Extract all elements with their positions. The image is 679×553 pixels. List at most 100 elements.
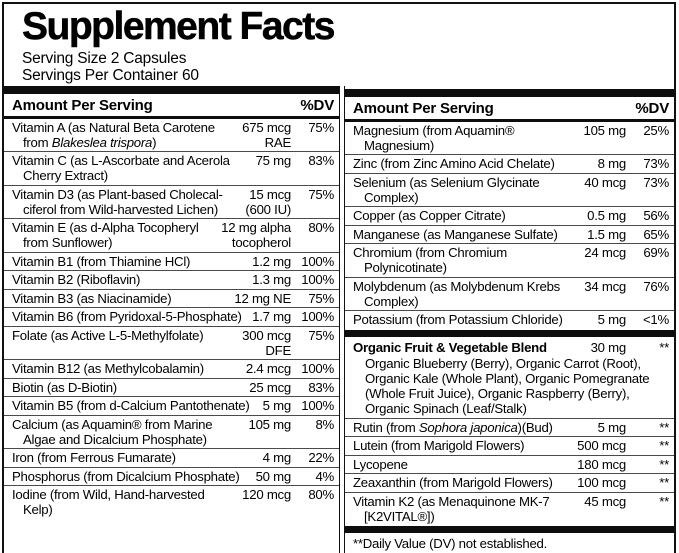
blend-amount: 30 mg [590, 339, 627, 355]
nutrient-row-vitamin-b3: Vitamin B3 (as Niacinamide) 12 mg NE 75% [4, 290, 339, 309]
nutrient-row-vitamin-b1: Vitamin B1 (from Thiamine HCl) 1.2 mg 10… [4, 253, 339, 272]
nutrient-amount: 1.3 mg [252, 272, 291, 288]
nutrient-row-vitamin-b6: Vitamin B6 (from Pyridoxal-5-Phosphate) … [4, 308, 339, 327]
nutrient-name: Vitamin C (as L-Ascorbate and Acerola Ch… [12, 153, 230, 184]
nutrient-name: Manganese (as Manganese Sulfate) [353, 226, 558, 242]
nutrient-amount: 5 mg [262, 398, 292, 414]
nutrient-dv: 100% [301, 309, 334, 325]
nutrient-row-rutin: Rutin (from Sophora japonica)(Bud) 5 mg … [345, 419, 674, 438]
nutrient-dv: 8% [315, 416, 334, 432]
amount-per-serving-label: Amount Per Serving [353, 99, 494, 117]
nutrient-dv: 100% [301, 272, 334, 288]
nutrient-row-vitamin-b5: Vitamin B5 (from d-Calcium Pantothenate)… [4, 397, 339, 416]
nutrient-name: Chromium (from Chromium Polynicotinate) [353, 245, 507, 276]
nutrient-name: Vitamin A (as Natural Beta Carotene from… [12, 119, 215, 150]
columns: Amount Per Serving %DV Vitamin A (as Nat… [4, 85, 674, 553]
nutrient-row-vitamin-b12: Vitamin B12 (as Methylcobalamin) 2.4 mcg… [4, 360, 339, 379]
nutrient-name: Vitamin B2 (Riboflavin) [12, 272, 141, 288]
nutrient-name: Biotin (as D-Biotin) [12, 379, 117, 395]
nutrient-amount: 180 mcg [577, 456, 626, 472]
nutrient-row-vitamin-d3: Vitamin D3 (as Plant-based Cholecal-cife… [4, 186, 339, 220]
panel-title: Supplement Facts [22, 5, 336, 48]
nutrient-row-copper: Copper (as Copper Citrate) 0.5 mg 56% [345, 207, 674, 226]
nutrient-amount: 2.4 mcg [245, 361, 291, 377]
nutrient-name: Molybdenum (as Molybdenum Krebs Complex) [353, 278, 561, 309]
nutrient-row-vitamin-b2: Vitamin B2 (Riboflavin) 1.3 mg 100% [4, 271, 339, 290]
nutrient-amount: 1.2 mg [252, 253, 291, 269]
nutrient-row-potassium: Potassium (from Potassium Chloride) 5 mg… [345, 311, 674, 329]
nutrient-name: Potassium (from Potassium Chloride) [353, 312, 563, 328]
nutrient-dv: 4% [315, 468, 334, 484]
nutrient-row-molybdenum: Molybdenum (as Molybdenum Krebs Complex)… [345, 278, 674, 312]
nutrient-dv: 83% [308, 379, 334, 395]
nutrient-amount: 12 mg alpha tocopherol [221, 220, 291, 251]
dv-label: %DV [635, 99, 669, 117]
section-divider-bar [345, 88, 674, 97]
nutrient-name: Copper (as Copper Citrate) [353, 208, 506, 224]
nutrient-name: Iodine (from Wild, Hand-harvested Kelp) [12, 487, 205, 518]
nutrient-amount: 34 mcg [584, 278, 626, 294]
nutrient-row-magnesium: Magnesium (from Aquamin® Magnesium) 105 … [345, 122, 674, 156]
nutrient-dv: ** [659, 456, 669, 472]
nutrient-name: Iron (from Ferrous Fumarate) [12, 450, 176, 466]
blend-row: Organic Fruit & Vegetable Blend 30 mg ** [345, 337, 674, 355]
nutrient-amount: 100 mcg [577, 475, 626, 491]
nutrient-dv: 100% [301, 398, 334, 414]
nutrient-row-calcium: Calcium (as Aquamin® from Marine Algae a… [4, 416, 339, 450]
nutrient-name: Vitamin B1 (from Thiamine HCl) [12, 253, 191, 269]
nutrient-dv: 73% [643, 174, 669, 190]
nutrient-amount: 8 mg [597, 156, 627, 172]
nutrient-dv: 100% [301, 253, 334, 269]
nutrient-name: Vitamin K2 (as Menaquinone MK-7 [K2VITAL… [353, 493, 550, 524]
nutrient-dv: 100% [301, 361, 334, 377]
nutrient-amount: 4 mg [262, 450, 292, 466]
nutrient-dv: ** [659, 438, 669, 454]
nutrient-amount: 120 mcg [242, 487, 291, 503]
dv-footnote: **Daily Value (DV) not established. [353, 536, 548, 552]
nutrient-row-folate: Folate (as Active L-5-Methylfolate) 300 … [4, 327, 339, 361]
nutrient-name: Selenium (as Selenium Glycinate Complex) [353, 174, 540, 205]
nutrient-dv: 80% [308, 220, 334, 236]
nutrient-dv: 22% [308, 450, 334, 466]
nutrient-name: Vitamin E (as d-Alpha Tocopheryl from Su… [12, 220, 199, 251]
nutrient-amount: 50 mg [255, 468, 292, 484]
nutrient-amount: 0.5 mg [587, 208, 626, 224]
nutrient-dv: 73% [643, 156, 669, 172]
nutrient-dv: ** [659, 493, 669, 509]
nutrient-name: Vitamin B5 (from d-Calcium Pantothenate) [12, 398, 250, 414]
nutrient-dv: ** [659, 475, 669, 491]
nutrient-row-lycopene: Lycopene 180 mcg ** [345, 456, 674, 475]
nutrient-row-iron: Iron (from Ferrous Fumarate) 4 mg 22% [4, 449, 339, 468]
nutrient-dv: 25% [643, 122, 669, 138]
nutrient-dv: ** [659, 419, 669, 435]
section-divider-bar [4, 85, 339, 94]
nutrient-row-selenium: Selenium (as Selenium Glycinate Complex)… [345, 174, 674, 208]
nutrient-amount: 75 mg [255, 153, 292, 169]
nutrient-name: Lutein (from Marigold Flowers) [353, 438, 525, 454]
nutrient-name: Zinc (from Zinc Amino Acid Chelate) [353, 156, 555, 172]
nutrient-amount: 105 mg [583, 122, 627, 138]
amount-per-serving-label: Amount Per Serving [12, 96, 153, 114]
nutrient-dv: 75% [308, 290, 334, 306]
blend-dv: ** [659, 339, 669, 355]
left-table-header: Amount Per Serving %DV [4, 94, 339, 119]
nutrient-name: Vitamin B3 (as Niacinamide) [12, 290, 172, 306]
nutrient-row-zeaxanthin: Zeaxanthin (from Marigold Flowers) 100 m… [345, 474, 674, 493]
nutrient-row-biotin: Biotin (as D-Biotin) 25 mcg 83% [4, 379, 339, 398]
nutrient-name: Rutin (from Sophora japonica)(Bud) [353, 419, 553, 435]
nutrient-name: Lycopene [353, 456, 408, 472]
nutrient-dv: <1% [642, 312, 669, 328]
nutrient-dv: 69% [643, 245, 669, 261]
nutrient-dv: 56% [643, 208, 669, 224]
right-table: Amount Per Serving %DV Magnesium (from A… [344, 85, 674, 553]
nutrient-dv: 65% [643, 226, 669, 242]
nutrient-name: Vitamin D3 (as Plant-based Cholecal-cife… [12, 186, 223, 217]
nutrient-row-vitamin-k2: Vitamin K2 (as Menaquinone MK-7 [K2VITAL… [345, 493, 674, 526]
section-divider-bar [345, 526, 674, 534]
nutrient-name: Calcium (as Aquamin® from Marine Algae a… [12, 416, 213, 447]
nutrient-amount: 675 mcg RAE [242, 119, 291, 150]
nutrient-row-manganese: Manganese (as Manganese Sulfate) 1.5 mg … [345, 226, 674, 245]
servings-per-container: Servings Per Container 60 [22, 67, 199, 85]
nutrient-dv: 76% [643, 278, 669, 294]
